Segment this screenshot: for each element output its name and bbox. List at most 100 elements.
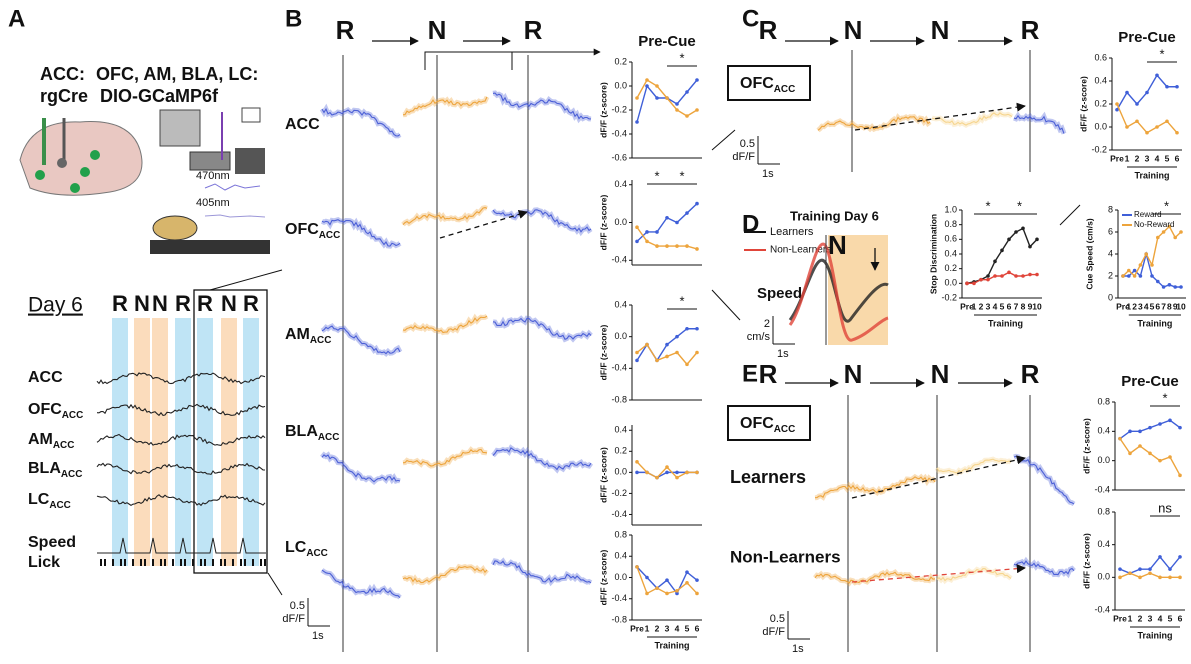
- point: [1132, 274, 1137, 278]
- trace: [492, 560, 592, 584]
- chart-title: Pre-Cue: [638, 33, 696, 50]
- lick-mark: [220, 559, 222, 566]
- point: [1178, 575, 1182, 580]
- scale-label: cm/s: [747, 331, 771, 343]
- point: [675, 244, 679, 248]
- trace: [321, 454, 401, 483]
- point: [1148, 451, 1152, 456]
- point: [1150, 274, 1154, 278]
- y-axis-label: dF/F (z-score): [598, 194, 608, 250]
- point: [695, 578, 699, 582]
- y-tick-label: 0.4: [1097, 426, 1110, 436]
- group-label: Learners: [730, 467, 806, 487]
- series-line: [636, 203, 698, 242]
- x-tick-label: 4: [993, 301, 998, 311]
- y-axis-label: dF/F (z-score): [1081, 533, 1091, 589]
- x-tick-label: 5: [1168, 613, 1173, 623]
- scale-label: 2: [764, 318, 770, 330]
- x-tick-label: Pre: [960, 301, 974, 311]
- point: [645, 342, 649, 347]
- point: [1178, 425, 1182, 430]
- lick-mark: [104, 559, 106, 566]
- point: [1115, 102, 1119, 106]
- box: [727, 405, 811, 441]
- point: [635, 96, 639, 100]
- point: [979, 277, 983, 282]
- cue-letter: R: [759, 15, 778, 45]
- lick-mark: [260, 559, 262, 566]
- point: [675, 350, 679, 355]
- point: [695, 247, 699, 251]
- y-axis-label: dF/F (z-score): [1078, 76, 1088, 132]
- y-tick-label: 0.2: [1094, 98, 1107, 108]
- point: [1145, 90, 1149, 95]
- trace: [931, 112, 1013, 126]
- x-axis-label: Training: [1137, 318, 1172, 328]
- annotation: *: [985, 198, 990, 213]
- day-label: Day 6: [28, 294, 83, 317]
- lick-mark: [120, 559, 122, 566]
- point: [1000, 248, 1004, 253]
- y-tick-label: -0.4: [611, 509, 627, 519]
- y-tick-label: 0.0: [614, 572, 627, 582]
- point: [1158, 422, 1162, 426]
- y-tick-label: 0.0: [1094, 121, 1107, 131]
- y-tick-label: 0.8: [944, 219, 957, 229]
- trace: [936, 458, 1012, 474]
- point: [675, 475, 679, 480]
- arrow: [439, 209, 528, 239]
- point: [645, 591, 649, 596]
- point: [665, 215, 669, 220]
- row-label-sub: ACC: [310, 335, 331, 346]
- y-tick-label: 8: [1108, 204, 1113, 214]
- label: DIO-GCaMP6f: [100, 86, 219, 106]
- trace: [936, 568, 1012, 582]
- point: [1178, 473, 1182, 478]
- cue-letter: N: [152, 291, 168, 316]
- point: [1132, 268, 1137, 273]
- point: [1150, 263, 1154, 267]
- y-axis-label: dF/F (z-score): [598, 324, 608, 380]
- cue-letter: R: [524, 15, 543, 45]
- y-axis-label: dF/F (z-score): [598, 82, 608, 138]
- x-tick-label: 10: [1176, 301, 1186, 311]
- point: [685, 362, 689, 367]
- point: [1014, 274, 1018, 278]
- row-label: BLAACC: [285, 423, 339, 442]
- row-label: BLAACC: [28, 460, 82, 479]
- point: [695, 78, 699, 82]
- y-tick-label: 0.4: [944, 248, 957, 258]
- x-tick-label: 6: [1007, 301, 1012, 311]
- row-label: OFCACC: [28, 401, 83, 420]
- panel-label: B: [285, 5, 302, 32]
- y-tick-label: 0.6: [944, 234, 957, 244]
- box-label: OFCACC: [740, 415, 795, 434]
- point: [993, 274, 997, 278]
- lick-mark: [264, 559, 266, 566]
- legend-label: No-Reward: [1134, 220, 1174, 229]
- x-tick-label: 4: [1144, 301, 1149, 311]
- trace-band: [813, 568, 936, 587]
- trace: [321, 219, 401, 247]
- point: [1161, 285, 1166, 289]
- point: [695, 201, 699, 206]
- cue-letter: R: [1021, 15, 1040, 45]
- y-tick-label: -0.4: [1094, 604, 1110, 614]
- point: [685, 211, 689, 215]
- lick-mark: [180, 559, 182, 566]
- x-tick-label: 1: [972, 301, 977, 311]
- point: [665, 465, 669, 469]
- y-tick-label: -0.4: [1094, 484, 1110, 494]
- y-tick-label: 0.0: [614, 331, 627, 341]
- point: [1158, 555, 1162, 559]
- point: [1128, 571, 1132, 576]
- lick-mark: [204, 559, 206, 566]
- x-tick-label: 9: [1173, 301, 1178, 311]
- y-tick-label: -0.8: [611, 394, 627, 404]
- cue-stripe: [112, 318, 128, 566]
- scale-label: 0.5: [290, 600, 305, 612]
- point: [685, 581, 689, 585]
- trace: [97, 537, 266, 554]
- legend-label: Non-Learners: [770, 245, 831, 256]
- panel-label: C: [742, 5, 759, 32]
